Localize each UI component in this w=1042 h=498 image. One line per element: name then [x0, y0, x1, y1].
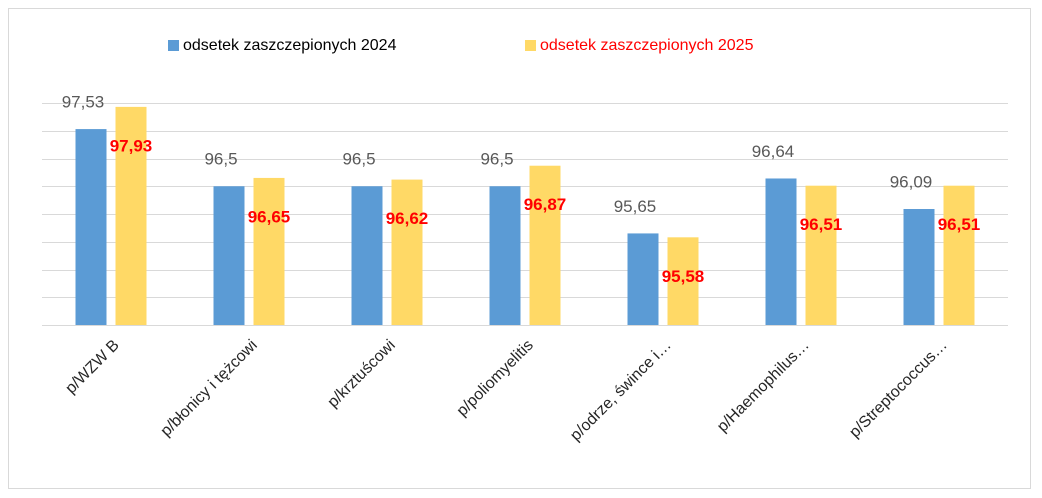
bar [213, 186, 245, 325]
bar [805, 185, 837, 325]
bar [391, 179, 423, 325]
value-label: 96,64 [752, 142, 795, 161]
value-label: 96,5 [480, 150, 513, 169]
bar [627, 233, 659, 325]
legend-label: odsetek zaszczepionych 2025 [540, 37, 754, 54]
value-label: 96,65 [248, 207, 291, 226]
value-label: 97,53 [62, 93, 105, 112]
bar [765, 178, 797, 325]
value-label: 97,93 [110, 136, 153, 155]
legend-swatch [168, 40, 179, 51]
bar [943, 185, 975, 325]
bar [529, 165, 561, 325]
value-label: 96,5 [342, 150, 375, 169]
value-label: 95,65 [614, 197, 657, 216]
bar [667, 237, 699, 325]
bar [115, 106, 147, 325]
value-label: 96,51 [800, 215, 843, 234]
value-label: 96,09 [890, 172, 933, 191]
value-label: 96,51 [938, 215, 981, 234]
bar [75, 129, 107, 325]
legend-swatch [525, 40, 536, 51]
bar [489, 186, 521, 325]
bar [253, 177, 285, 325]
bar [351, 186, 383, 325]
bar [903, 209, 935, 325]
value-label: 95,58 [662, 267, 705, 286]
legend-label: odsetek zaszczepionych 2024 [183, 37, 397, 54]
value-label: 96,87 [524, 195, 567, 214]
value-label: 96,5 [204, 150, 237, 169]
value-label: 96,62 [386, 209, 429, 228]
